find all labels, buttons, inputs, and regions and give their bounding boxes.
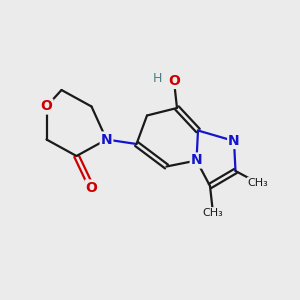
Text: CH₃: CH₃ bbox=[248, 178, 268, 188]
Text: O: O bbox=[168, 74, 180, 88]
Text: N: N bbox=[101, 133, 112, 146]
Text: CH₃: CH₃ bbox=[202, 208, 224, 218]
Text: N: N bbox=[228, 134, 240, 148]
Text: N: N bbox=[191, 154, 202, 167]
Text: O: O bbox=[40, 100, 52, 113]
Text: O: O bbox=[85, 181, 98, 194]
Text: H: H bbox=[153, 71, 162, 85]
